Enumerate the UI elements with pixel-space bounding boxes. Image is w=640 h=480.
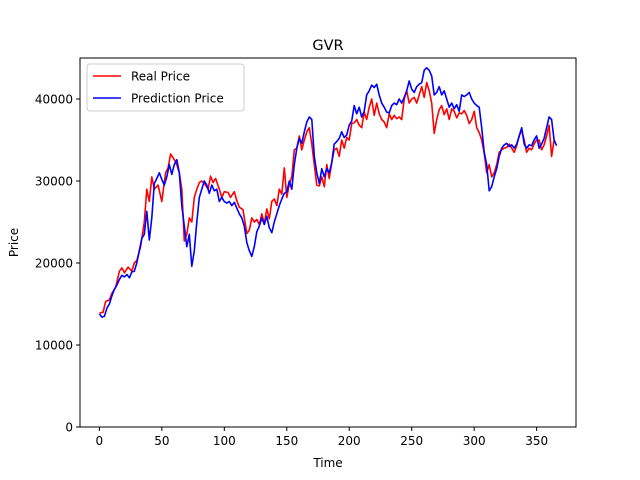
x-axis-label: Time	[312, 456, 342, 470]
legend-box	[86, 63, 245, 112]
x-tick-label: 350	[525, 434, 548, 448]
legend-label-real-price: Real Price	[131, 70, 190, 84]
y-tick-label: 30000	[35, 175, 73, 189]
x-tick-label: 100	[213, 434, 236, 448]
series-line-real-price	[99, 81, 555, 314]
y-tick-label: 10000	[35, 339, 73, 353]
chart-title: GVR	[312, 38, 343, 54]
x-tick-label: 50	[154, 434, 169, 448]
y-tick-label: 40000	[35, 93, 73, 107]
x-tick-label: 0	[96, 434, 104, 448]
plot-frame	[79, 57, 577, 428]
y-axis-label: Price	[7, 228, 21, 257]
y-tick-label: 20000	[35, 257, 73, 271]
series-line-prediction-price	[98, 67, 558, 318]
x-tick-label: 300	[463, 434, 486, 448]
plot-lines	[98, 67, 558, 318]
x-tick-label: 250	[400, 434, 423, 448]
x-tick-label: 150	[275, 434, 298, 448]
x-tick-label: 200	[338, 434, 361, 448]
legend-label-prediction-price: Prediction Price	[131, 92, 224, 106]
x-axis-ticks: 0 50 100 150 200 250 300 350	[96, 427, 548, 448]
legend: Real Price Prediction Price	[86, 63, 245, 112]
y-axis-ticks: 0 10000 20000 30000 40000	[35, 93, 80, 435]
y-tick-label: 0	[65, 421, 73, 435]
